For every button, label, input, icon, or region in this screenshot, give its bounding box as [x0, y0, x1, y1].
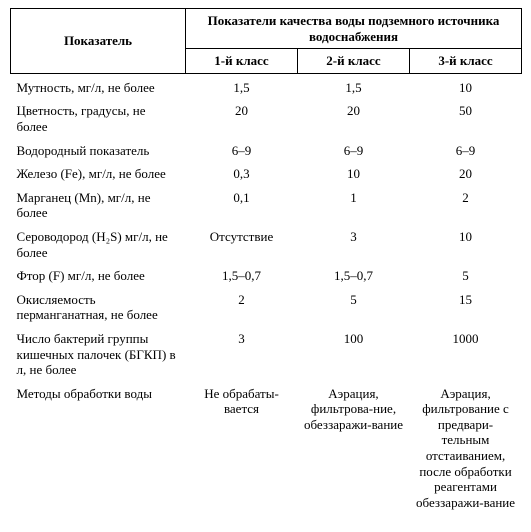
row-class-3: 15: [410, 288, 522, 327]
row-class-2: 3: [298, 225, 410, 264]
row-class-2: 100: [298, 327, 410, 382]
row-class-3: 50: [410, 99, 522, 138]
row-label: Железо (Fe), мг/л, не более: [11, 162, 186, 186]
table-row: Цветность, градусы, не более202050: [11, 99, 522, 138]
row-class-1: 1,5: [186, 73, 298, 99]
row-class-1: Не обрабаты-вается: [186, 382, 298, 515]
row-class-2: Аэрация, фильтрова-ние, обеззаражи-вание: [298, 382, 410, 515]
header-class-3: 3-й класс: [410, 49, 522, 74]
row-class-2: 5: [298, 288, 410, 327]
table-row: Водородный показатель6–96–96–9: [11, 139, 522, 163]
row-class-2: 10: [298, 162, 410, 186]
header-parameter: Показатель: [11, 9, 186, 74]
table-body: Мутность, мг/л, не более1,51,510Цветност…: [11, 73, 522, 514]
row-class-2: 20: [298, 99, 410, 138]
water-quality-table: Показатель Показатели качества воды подз…: [10, 8, 522, 514]
row-label: Число бактерий группы кишечных палочек (…: [11, 327, 186, 382]
row-class-1: 6–9: [186, 139, 298, 163]
row-class-3: 6–9: [410, 139, 522, 163]
row-class-1: 0,1: [186, 186, 298, 225]
row-class-3: 10: [410, 225, 522, 264]
row-class-1: 20: [186, 99, 298, 138]
row-class-1: 2: [186, 288, 298, 327]
header-class-1: 1-й класс: [186, 49, 298, 74]
row-label: Окисляемость перманганатная, не более: [11, 288, 186, 327]
row-class-2: 1,5: [298, 73, 410, 99]
row-class-3: 1000: [410, 327, 522, 382]
row-class-2: 1: [298, 186, 410, 225]
row-label: Мутность, мг/л, не более: [11, 73, 186, 99]
row-label: Цветность, градусы, не более: [11, 99, 186, 138]
row-label: Сероводород (H₂S) мг/л, не более: [11, 225, 186, 264]
header-class-2: 2-й класс: [298, 49, 410, 74]
table-row: Сероводород (H₂S) мг/л, не болееОтсутств…: [11, 225, 522, 264]
row-label: Водородный показатель: [11, 139, 186, 163]
row-class-2: 6–9: [298, 139, 410, 163]
header-row-1: Показатель Показатели качества воды подз…: [11, 9, 522, 49]
row-label: Марганец (Mn), мг/л, не более: [11, 186, 186, 225]
row-class-3: 2: [410, 186, 522, 225]
row-label: Фтор (F) мг/л, не более: [11, 264, 186, 288]
table-row: Число бактерий группы кишечных палочек (…: [11, 327, 522, 382]
row-class-1: 1,5–0,7: [186, 264, 298, 288]
row-class-1: Отсутствие: [186, 225, 298, 264]
table-row: Методы обработки водыНе обрабаты-ваетсяА…: [11, 382, 522, 515]
table-row: Марганец (Mn), мг/л, не более0,112: [11, 186, 522, 225]
row-class-3: Аэрация, фильтрование с предвари-тельным…: [410, 382, 522, 515]
row-class-3: 5: [410, 264, 522, 288]
row-class-1: 3: [186, 327, 298, 382]
row-class-3: 10: [410, 73, 522, 99]
row-class-3: 20: [410, 162, 522, 186]
table-row: Фтор (F) мг/л, не более1,5–0,71,5–0,75: [11, 264, 522, 288]
header-group: Показатели качества воды подземного исто…: [186, 9, 522, 49]
table-row: Мутность, мг/л, не более1,51,510: [11, 73, 522, 99]
row-class-1: 0,3: [186, 162, 298, 186]
table-row: Железо (Fe), мг/л, не более0,31020: [11, 162, 522, 186]
table-row: Окисляемость перманганатная, не более251…: [11, 288, 522, 327]
row-class-2: 1,5–0,7: [298, 264, 410, 288]
row-label: Методы обработки воды: [11, 382, 186, 515]
